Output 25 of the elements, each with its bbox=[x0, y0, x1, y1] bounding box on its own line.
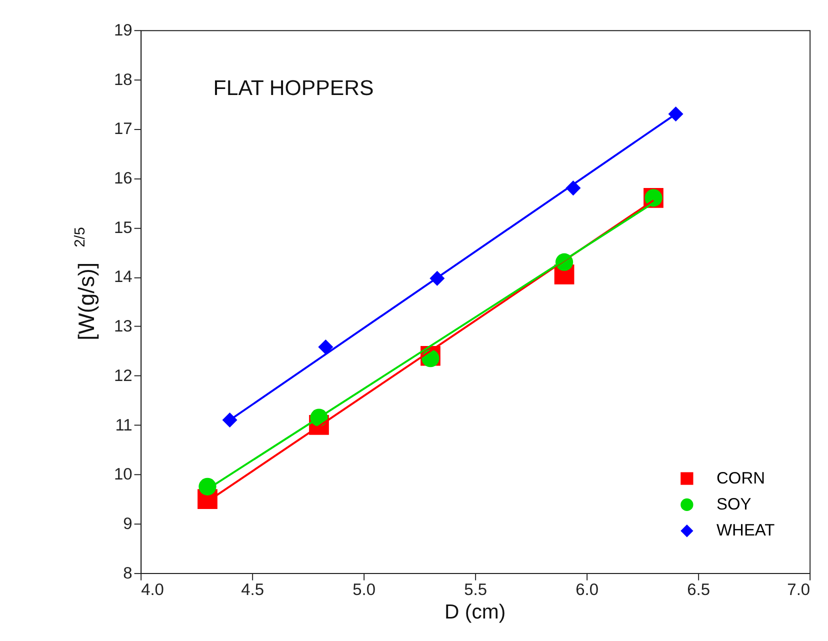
y-tick-label: 10 bbox=[114, 466, 132, 484]
x-tick-label: 6.5 bbox=[687, 580, 710, 599]
x-axis-title: D (cm) bbox=[444, 602, 506, 624]
x-tick-label: 7.0 bbox=[787, 580, 810, 599]
y-tick-label: 9 bbox=[123, 515, 132, 534]
y-tick-label: 8 bbox=[123, 564, 132, 582]
y-tick-label: 18 bbox=[114, 70, 132, 89]
y-tick-label: 14 bbox=[114, 268, 132, 286]
x-tick-label: 5.5 bbox=[464, 580, 488, 599]
x-tick-label: 4.0 bbox=[141, 580, 164, 599]
y-tick-label: 13 bbox=[114, 318, 132, 336]
y-tick-label: 12 bbox=[114, 366, 132, 385]
x-tick-label: 4.5 bbox=[241, 580, 264, 599]
legend-label: CORN bbox=[716, 469, 765, 488]
y-tick-label: 16 bbox=[114, 170, 132, 188]
y-tick-label: 19 bbox=[114, 21, 132, 40]
x-tick-label: 6.0 bbox=[576, 580, 599, 599]
legend-label: WHEAT bbox=[716, 522, 775, 540]
y-tick-label: 11 bbox=[115, 416, 132, 434]
y-axis-title: [W(g/s)]2/5 bbox=[72, 227, 100, 340]
x-tick-label: 5.0 bbox=[352, 580, 376, 599]
y-tick-label: 15 bbox=[114, 218, 132, 237]
y-tick-label: 17 bbox=[114, 120, 132, 138]
legend-label: SOY bbox=[716, 496, 752, 514]
text: FLAT HOPPERS bbox=[213, 76, 374, 100]
